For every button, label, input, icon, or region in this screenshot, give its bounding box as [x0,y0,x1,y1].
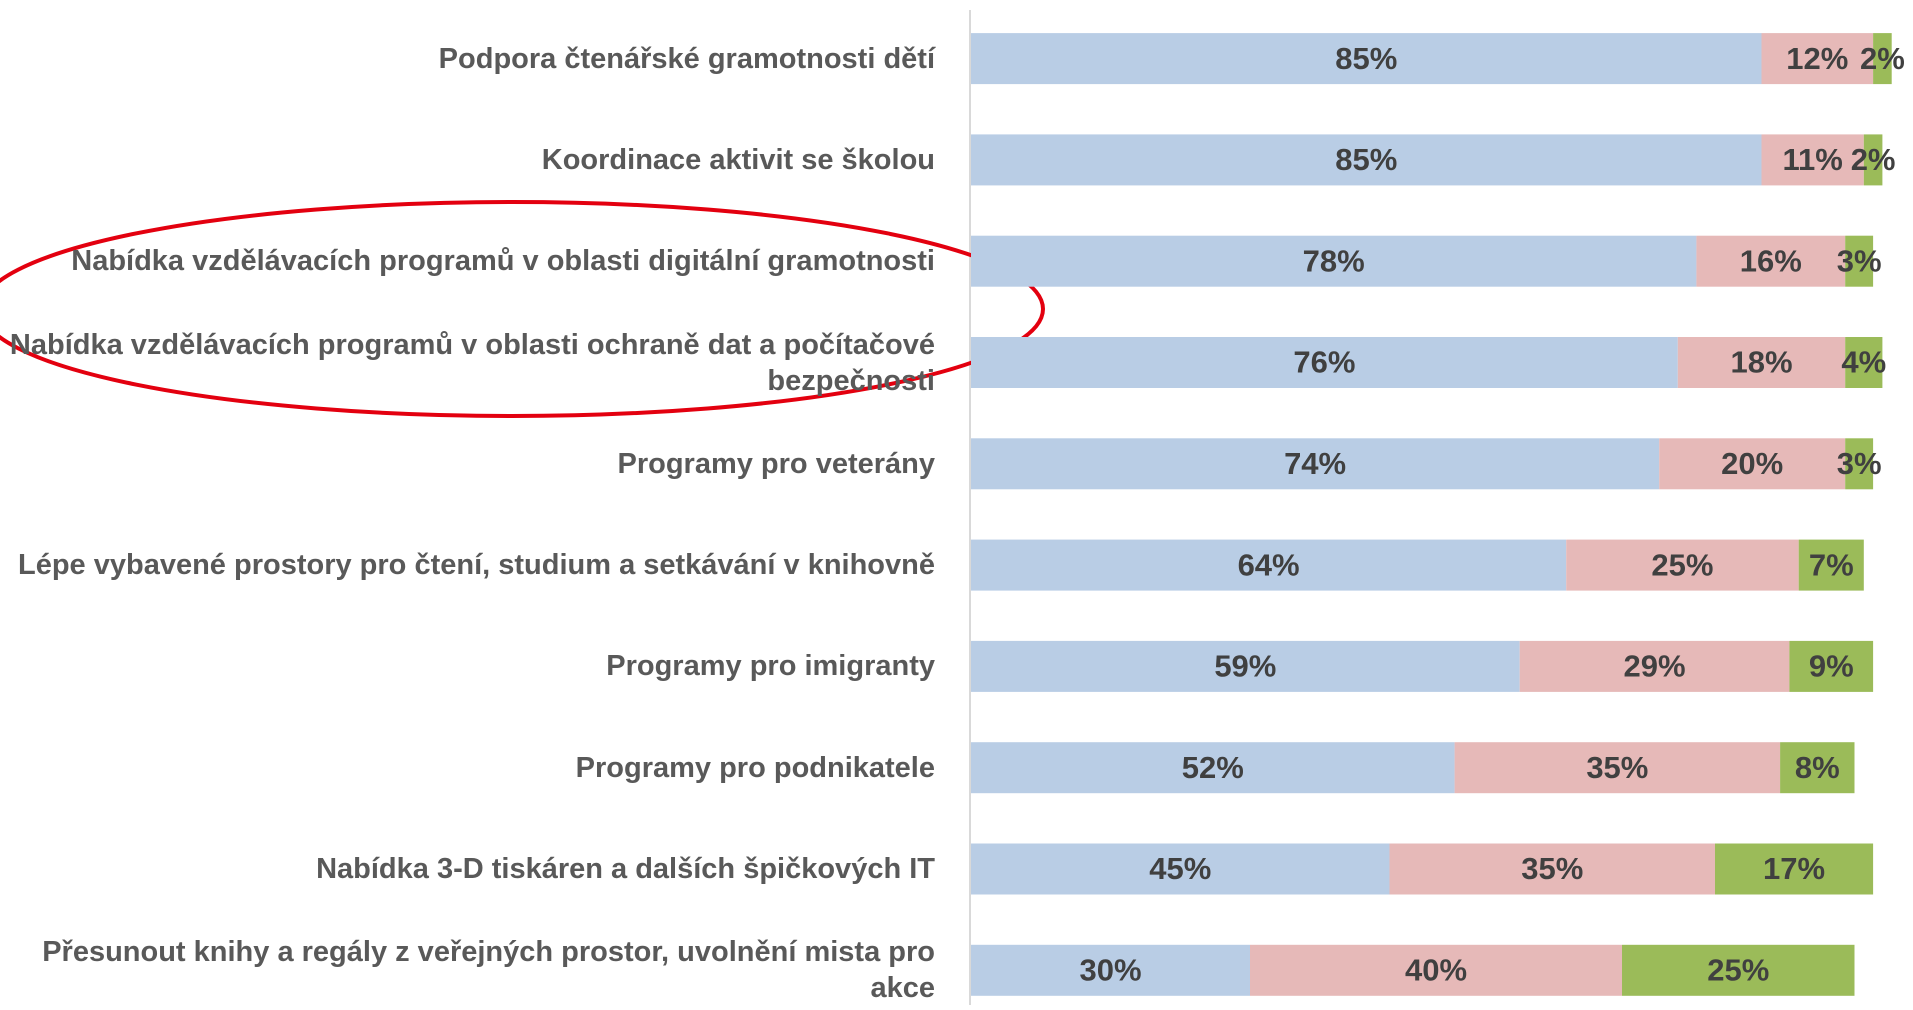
bar-segment [971,742,1455,794]
bar-segment [1566,539,1799,591]
bar-segment [1659,438,1846,490]
value-label: 85% [1335,142,1397,177]
bar-segment [971,843,1390,895]
bar-segment [1389,843,1715,895]
value-label: 74% [1284,446,1346,481]
highlight-ellipse [0,200,1045,418]
value-label: 11% [1782,142,1842,177]
category-label: Programy pro veterány [617,447,935,480]
bar-segment [1761,134,1864,186]
value-label: 35% [1521,851,1583,886]
bar-segment [1677,337,1846,388]
value-label: 59% [1214,649,1276,684]
category-label: Programy pro podnikatele [575,751,935,784]
value-label: 85% [1335,41,1397,76]
value-label: 20% [1721,446,1783,481]
value-label: 76% [1293,345,1355,380]
bar-segment [971,539,1567,591]
bar-segment [1250,944,1622,996]
bar-segment [971,337,1678,388]
bar-segment [1845,235,1874,287]
value-label: 64% [1238,547,1300,582]
value-label: 2% [1851,142,1896,177]
value-label: 18% [1730,345,1792,380]
value-label: 3% [1837,446,1882,481]
category-label: Nabídka vzdělávacích programů v oblasti … [9,328,935,397]
bar-segment [971,944,1250,996]
bar-segment [1761,33,1874,85]
category-label: Programy pro imigranty [606,650,935,683]
value-label: 25% [1651,547,1713,582]
bar-segment [1454,742,1781,794]
value-label: 17% [1763,851,1825,886]
value-label: 12% [1786,41,1848,76]
category-label: Přesunout knihy a regály z veřejných pro… [42,936,935,1005]
value-label: 78% [1303,243,1365,278]
value-label: 9% [1809,649,1854,684]
value-label: 25% [1707,952,1769,987]
bar-segment [971,438,1660,490]
category-label: Nabídka 3-D tiskáren a dalších špičkovýc… [316,853,935,885]
bar-segment [1789,640,1874,692]
value-label: 4% [1841,345,1886,380]
bar-segment [1845,337,1883,388]
bar-segment [1798,539,1864,591]
value-label: 3% [1837,243,1882,278]
value-label: 29% [1624,649,1686,684]
value-label: 35% [1586,750,1648,785]
value-label: 16% [1740,243,1802,278]
bar-segment [971,134,1762,186]
value-label: 52% [1182,750,1244,785]
value-label: 30% [1079,952,1141,987]
bar-segment [1845,438,1874,490]
bar-segment [1519,640,1790,692]
bar-segment [1863,134,1883,186]
category-label: Podpora čtenářské gramotnosti dětí [438,42,935,75]
bar-segment [1780,742,1855,794]
value-label: 8% [1795,750,1840,785]
value-label: 2% [1860,41,1905,76]
category-label: Lépe vybavené prostory pro čtení, studiu… [17,549,935,582]
value-label: 7% [1809,547,1854,582]
category-label: Koordinace aktivit se školou [541,143,935,176]
bar-segment [971,640,1520,692]
bar-segment [971,235,1697,287]
value-label: 45% [1149,851,1211,886]
bar-segment [1696,235,1846,287]
category-label: Nabídka vzdělávacích programů v oblasti … [71,245,935,278]
bar-segment [1873,33,1892,85]
value-label: 40% [1405,952,1467,987]
bar-segment [971,33,1762,85]
bar-segment [1622,944,1855,996]
bar-segment [1715,843,1874,895]
